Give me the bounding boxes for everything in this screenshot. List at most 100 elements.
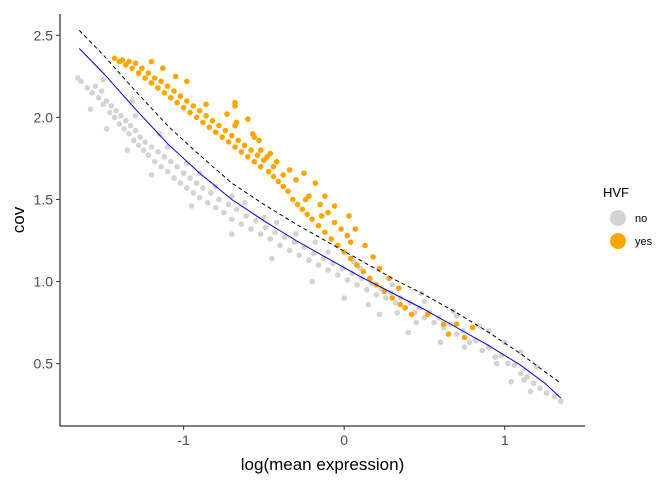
point-yes: [352, 226, 359, 232]
point-yes: [161, 90, 168, 96]
point-no: [190, 190, 197, 196]
point-no: [238, 221, 245, 227]
dashed-line: [78, 30, 562, 384]
point-no: [208, 190, 214, 196]
point-yes: [461, 334, 468, 341]
point-no: [132, 113, 139, 119]
point-yes: [184, 98, 190, 104]
point-yes: [164, 83, 171, 89]
point-yes: [232, 122, 238, 129]
point-no: [518, 349, 524, 355]
point-no: [286, 247, 293, 254]
point-no: [241, 200, 248, 206]
point-yes: [396, 285, 402, 291]
point-yes: [160, 65, 166, 71]
points-yes-layer: [111, 55, 476, 341]
point-yes: [184, 78, 190, 85]
point-yes: [347, 239, 354, 245]
point-no: [392, 300, 399, 306]
point-no: [413, 319, 420, 326]
point-yes: [285, 188, 291, 195]
point-no: [421, 298, 428, 305]
point-no: [100, 76, 107, 83]
x-tick-label: -1: [177, 432, 190, 448]
point-yes: [280, 172, 287, 178]
point-no: [180, 170, 187, 176]
point-no: [248, 226, 254, 232]
point-yes: [312, 180, 319, 186]
legend-key-yes: [610, 233, 626, 249]
point-no: [87, 106, 94, 112]
point-yes: [440, 321, 447, 328]
point-no: [551, 393, 558, 400]
point-yes: [158, 78, 164, 85]
point-yes: [318, 213, 325, 219]
point-yes: [354, 262, 360, 268]
point-yes: [424, 311, 431, 318]
point-yes: [445, 331, 452, 337]
point-no: [135, 142, 142, 149]
point-yes: [219, 134, 225, 140]
point-no: [277, 242, 283, 249]
point-no: [365, 301, 372, 308]
point-yes: [245, 154, 251, 160]
point-yes: [216, 122, 222, 129]
point-yes: [151, 75, 158, 81]
point-yes: [212, 129, 219, 135]
point-no: [253, 218, 259, 224]
point-no: [158, 163, 164, 170]
point-no: [325, 249, 331, 255]
point-no: [204, 200, 211, 206]
point-yes: [328, 236, 335, 242]
point-yes: [335, 242, 341, 249]
point-no: [95, 94, 102, 101]
point-no: [431, 319, 437, 326]
point-yes: [119, 57, 126, 63]
point-no: [148, 144, 155, 150]
point-no: [155, 149, 161, 155]
point-no: [121, 126, 127, 132]
point-no: [363, 287, 370, 293]
point-no: [92, 83, 99, 89]
point-no: [261, 214, 267, 221]
point-no: [461, 344, 468, 351]
point-yes: [203, 101, 209, 108]
point-no: [521, 377, 527, 383]
point-yes: [304, 211, 311, 218]
point-no: [466, 339, 473, 346]
point-yes: [286, 167, 293, 173]
x-axis-title: log(mean expression): [241, 455, 404, 474]
point-yes: [193, 114, 200, 121]
point-no: [527, 388, 534, 395]
point-yes: [235, 137, 241, 144]
point-no: [493, 360, 500, 367]
legend: HVF no yes: [603, 185, 653, 249]
point-yes: [264, 154, 270, 160]
point-yes: [331, 203, 338, 209]
point-yes: [338, 226, 344, 232]
point-yes: [370, 254, 376, 260]
point-yes: [256, 137, 262, 144]
point-yes: [317, 201, 323, 208]
point-yes: [174, 99, 180, 106]
point-no: [558, 398, 564, 405]
point-yes: [280, 183, 287, 190]
point-no: [383, 295, 389, 301]
point-yes: [302, 196, 309, 203]
point-no: [151, 158, 158, 165]
point-yes: [196, 108, 203, 114]
point-yes: [270, 163, 277, 170]
point-no: [233, 206, 240, 213]
legend-label-yes: yes: [635, 236, 653, 248]
point-no: [341, 295, 348, 301]
point-no: [103, 126, 110, 132]
point-no: [89, 90, 95, 96]
point-no: [126, 131, 132, 137]
point-no: [437, 339, 444, 346]
point-no: [225, 201, 232, 208]
point-no: [508, 378, 514, 385]
point-yes: [270, 173, 277, 180]
point-no: [243, 213, 249, 219]
point-yes: [222, 127, 229, 134]
